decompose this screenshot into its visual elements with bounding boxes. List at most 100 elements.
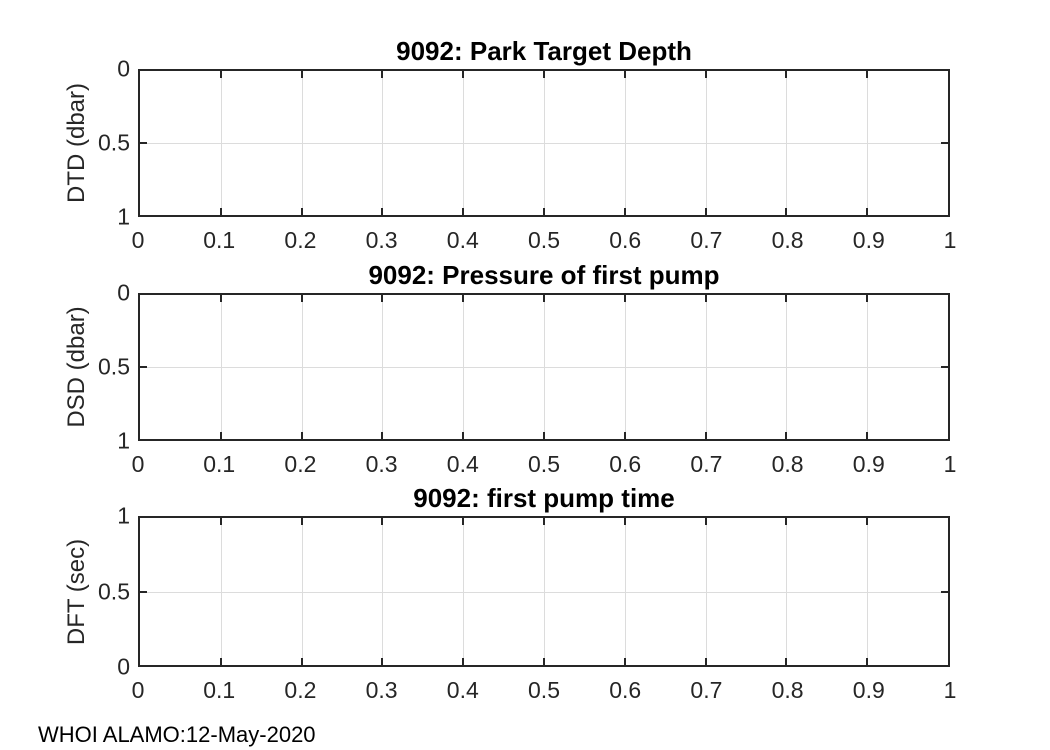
tick-mark	[941, 142, 948, 144]
tick-mark	[219, 518, 222, 525]
tick-mark	[381, 208, 384, 215]
tick-mark	[623, 71, 626, 78]
tick-mark	[300, 208, 303, 215]
x-tick-label: 0.3	[365, 227, 398, 253]
plot-area	[138, 293, 950, 441]
tick-mark	[219, 208, 222, 215]
tick-mark	[462, 71, 465, 78]
y-tick-label: 1	[117, 427, 130, 454]
tick-mark	[866, 518, 869, 525]
tick-mark	[300, 658, 303, 665]
x-tick-label: 0	[131, 677, 145, 703]
y-tick-label: 0.5	[98, 353, 130, 380]
x-tick-label: 0.3	[365, 677, 398, 703]
tick-mark	[785, 295, 788, 302]
y-tick-labels: 0 0.5 1	[60, 56, 130, 230]
tick-mark	[866, 208, 869, 215]
tick-mark	[704, 432, 707, 439]
tick-mark	[543, 658, 545, 665]
tick-mark	[785, 518, 788, 525]
tick-mark	[381, 295, 384, 302]
y-tick-labels: 0 0.5 1	[60, 503, 130, 680]
x-tick-label: 0.7	[690, 227, 723, 253]
x-tick-label: 1	[943, 677, 957, 703]
x-tick-label: 1	[943, 451, 957, 477]
x-tick-labels: 0 0.1 0.2 0.3 0.4 0.5 0.6 0.7 0.8 0.9 1	[132, 441, 957, 477]
x-tick-label: 0.1	[203, 677, 236, 703]
x-tick-label: 0.4	[446, 451, 479, 477]
tick-mark	[543, 432, 545, 439]
tick-mark	[941, 590, 948, 593]
x-tick-label: 0	[131, 227, 145, 253]
tick-mark	[543, 295, 545, 302]
x-tick-label: 0.5	[528, 227, 560, 253]
x-tick-label: 0.9	[852, 451, 885, 477]
tick-mark	[704, 71, 707, 78]
tick-mark	[462, 208, 465, 215]
x-tick-label: 0.3	[365, 451, 398, 477]
plot-area	[138, 516, 950, 667]
tick-mark	[704, 208, 707, 215]
x-tick-label: 0.5	[528, 677, 560, 703]
x-tick-label: 0.8	[771, 451, 804, 477]
y-tick-label: 1	[117, 203, 130, 230]
tick-mark	[623, 432, 626, 439]
plot-area	[138, 69, 950, 217]
y-tick-labels: 0 0.5 1	[60, 280, 130, 454]
x-tick-label: 0.9	[852, 677, 885, 703]
tick-mark	[704, 295, 707, 302]
tick-mark	[300, 518, 303, 525]
tick-mark	[219, 71, 222, 78]
tick-mark	[300, 295, 303, 302]
tick-mark	[381, 518, 384, 525]
subplot-title: 9092: first pump time	[413, 483, 675, 513]
y-tick-label: 1	[117, 502, 130, 529]
tick-mark	[866, 432, 869, 439]
x-tick-label: 0.6	[609, 451, 642, 477]
tick-mark	[785, 658, 788, 665]
tick-mark	[543, 208, 545, 215]
tick-mark	[219, 432, 222, 439]
x-tick-label: 0.9	[852, 227, 885, 253]
tick-mark	[623, 208, 626, 215]
x-tick-label: 0.6	[609, 677, 642, 703]
tick-mark	[140, 366, 147, 368]
tick-mark	[300, 432, 303, 439]
x-tick-label: 0.8	[771, 677, 804, 703]
tick-mark	[462, 432, 465, 439]
tick-mark	[381, 71, 384, 78]
tick-mark	[704, 658, 707, 665]
subplot-title: 9092: Pressure of first pump	[368, 260, 720, 290]
y-tick-label: 0.5	[98, 129, 130, 156]
tick-mark	[543, 518, 545, 525]
subplot-park-target-depth: 9092: Park Target Depth DTD (dbar) 0 0.5 1…	[63, 36, 956, 253]
y-tick-label: 0	[117, 55, 130, 82]
tick-mark	[623, 295, 626, 302]
x-tick-label: 0.7	[690, 451, 723, 477]
y-tick-label: 0.5	[98, 578, 130, 604]
y-tick-label: 0	[117, 653, 130, 680]
tick-mark	[462, 295, 465, 302]
y-tick-label: 0	[117, 279, 130, 306]
tick-mark	[785, 71, 788, 78]
x-tick-label: 0	[131, 451, 145, 477]
tick-mark	[462, 518, 465, 525]
tick-mark	[704, 518, 707, 525]
tick-mark	[785, 208, 788, 215]
subplot-title: 9092: Park Target Depth	[396, 36, 692, 66]
tick-mark	[140, 590, 147, 593]
tick-mark	[623, 658, 626, 665]
x-tick-label: 0.5	[528, 451, 560, 477]
x-tick-labels: 0 0.1 0.2 0.3 0.4 0.5 0.6 0.7 0.8 0.9 1	[132, 667, 957, 703]
tick-mark	[140, 142, 147, 144]
gridline-horizontal	[140, 143, 948, 144]
x-tick-label: 1	[943, 227, 957, 253]
tick-mark	[543, 71, 545, 78]
x-tick-label: 0.1	[203, 227, 236, 253]
tick-mark	[219, 295, 222, 302]
x-tick-label: 0.6	[609, 227, 642, 253]
x-tick-label: 0.2	[284, 677, 317, 703]
x-tick-label: 0.2	[284, 227, 317, 253]
